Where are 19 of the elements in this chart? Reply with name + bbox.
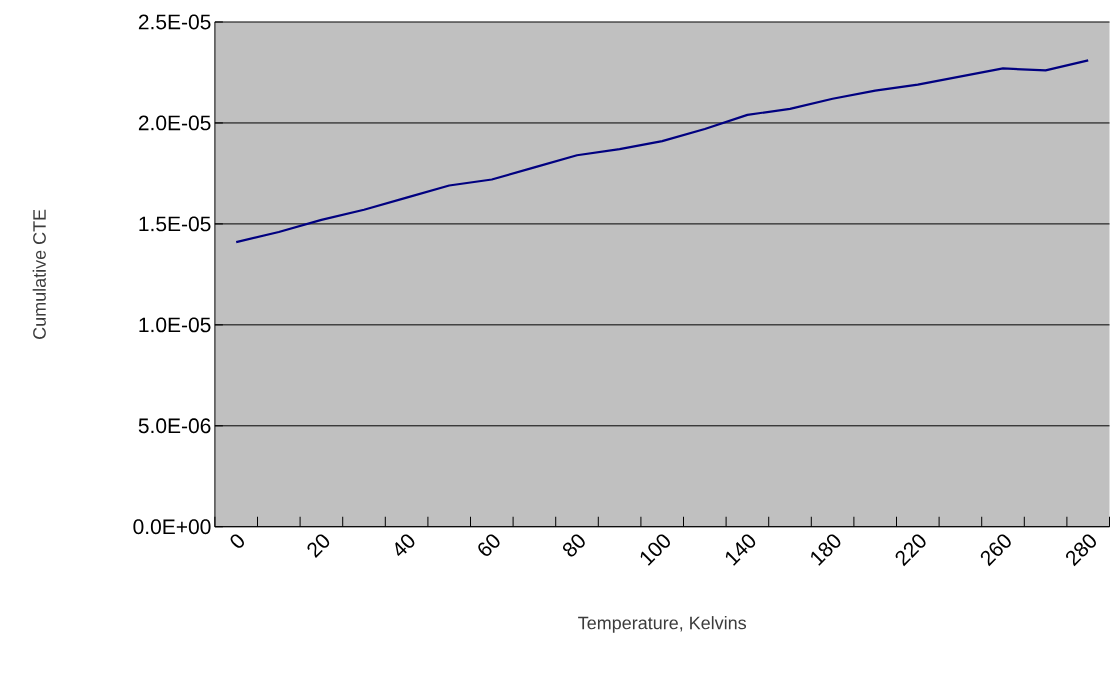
y-tick-label: 5.0E-06 <box>138 418 211 434</box>
x-tick-label: 140 <box>725 534 756 566</box>
x-tick-label: 280 <box>1065 534 1096 567</box>
y-tick-label: 2.5E-05 <box>138 14 211 30</box>
x-tick-label: 60 <box>478 534 500 557</box>
y-tick-label: 0.0E+00 <box>133 519 211 535</box>
x-tick-label: 20 <box>307 534 330 559</box>
x-tick-label: 0 <box>230 534 244 548</box>
x-tick-label: 80 <box>562 534 585 557</box>
x-tick-label: 100 <box>640 534 670 566</box>
x-axis-title: Temperature, Kelvins <box>578 616 747 634</box>
x-tick-label: 220 <box>895 534 926 567</box>
x-tick-label: 260 <box>980 534 1011 567</box>
y-tick-label: 2.0E-05 <box>138 115 211 131</box>
y-tick-label: 1.5E-05 <box>139 216 211 232</box>
x-tick-label: 180 <box>811 534 841 566</box>
y-tick-label: 1.0E-05 <box>139 317 211 333</box>
x-tick-label: 40 <box>395 534 415 557</box>
y-axis-title: Cumulative CTE <box>32 209 46 340</box>
